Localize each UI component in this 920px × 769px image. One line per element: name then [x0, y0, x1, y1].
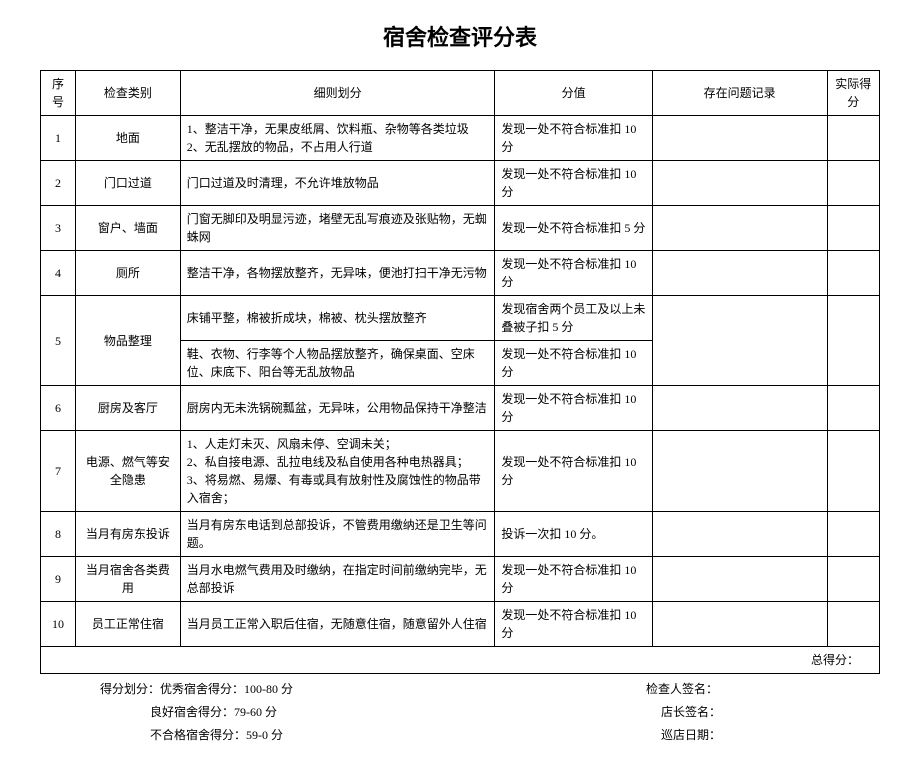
cell-score: 发现一处不符合标准扣 10 分 — [495, 251, 652, 296]
cell-issue — [652, 206, 827, 251]
cell-category: 电源、燃气等安全隐患 — [75, 431, 180, 512]
cell-issue — [652, 557, 827, 602]
cell-actual — [827, 206, 879, 251]
table-header-row: 序号 检查类别 细则划分 分值 存在问题记录 实际得分 — [41, 71, 880, 116]
cell-score: 发现一处不符合标准扣 10 分 — [495, 557, 652, 602]
cell-seq: 6 — [41, 386, 76, 431]
cell-seq: 4 — [41, 251, 76, 296]
cell-actual — [827, 431, 879, 512]
cell-seq: 8 — [41, 512, 76, 557]
cell-score: 发现一处不符合标准扣 10 分 — [495, 341, 652, 386]
table-row: 8当月有房东投诉当月有房东电话到总部投诉，不管费用缴纳还是卫生等问题。投诉一次扣… — [41, 512, 880, 557]
cell-actual — [827, 386, 879, 431]
cell-issue — [652, 602, 827, 647]
table-row: 7电源、燃气等安全隐患1、人走灯未灭、风扇未停、空调未关； 2、私自接电源、乱拉… — [41, 431, 880, 512]
cell-category: 物品整理 — [75, 296, 180, 386]
cell-detail: 门窗无脚印及明显污迹，堵壁无乱写痕迹及张贴物，无蜘蛛网 — [180, 206, 495, 251]
cell-seq: 9 — [41, 557, 76, 602]
cell-seq: 3 — [41, 206, 76, 251]
cell-category: 当月宿舍各类费用 — [75, 557, 180, 602]
cell-score: 发现一处不符合标准扣 10 分 — [495, 116, 652, 161]
cell-score: 发现一处不符合标准扣 10 分 — [495, 431, 652, 512]
cell-issue — [652, 431, 827, 512]
footer: 得分划分：优秀宿舍得分：100-80 分 检查人签名： 良好宿舍得分：79-60… — [40, 680, 880, 743]
header-seq: 序号 — [41, 71, 76, 116]
table-row: 3窗户、墙面门窗无脚印及明显污迹，堵壁无乱写痕迹及张贴物，无蜘蛛网发现一处不符合… — [41, 206, 880, 251]
manager-signature: 店长签名： — [661, 703, 880, 720]
cell-category: 厨房及客厅 — [75, 386, 180, 431]
cell-score: 发现一处不符合标准扣 10 分 — [495, 161, 652, 206]
cell-category: 门口过道 — [75, 161, 180, 206]
cell-actual — [827, 116, 879, 161]
cell-actual — [827, 512, 879, 557]
cell-issue — [652, 296, 827, 386]
cell-category: 窗户、墙面 — [75, 206, 180, 251]
header-score: 分值 — [495, 71, 652, 116]
grading-excellent: 得分划分：优秀宿舍得分：100-80 分 — [40, 680, 646, 697]
cell-score: 发现宿舍两个员工及以上未叠被子扣 5 分 — [495, 296, 652, 341]
header-actual: 实际得分 — [827, 71, 879, 116]
cell-seq: 10 — [41, 602, 76, 647]
evaluation-table: 序号 检查类别 细则划分 分值 存在问题记录 实际得分 1地面1、整洁干净，无果… — [40, 70, 880, 674]
inspector-signature: 检查人签名： — [646, 680, 880, 697]
cell-detail: 1、人走灯未灭、风扇未停、空调未关； 2、私自接电源、乱拉电线及私自使用各种电热… — [180, 431, 495, 512]
grading-good: 良好宿舍得分：79-60 分 — [40, 703, 661, 720]
cell-seq: 2 — [41, 161, 76, 206]
table-row: 1地面1、整洁干净，无果皮纸屑、饮料瓶、杂物等各类垃圾 2、无乱摆放的物品，不占… — [41, 116, 880, 161]
cell-actual — [827, 161, 879, 206]
grading-fail: 不合格宿舍得分：59-0 分 — [40, 726, 661, 743]
cell-detail: 厨房内无未洗锅碗瓢盆，无异味，公用物品保持干净整洁 — [180, 386, 495, 431]
cell-category: 员工正常住宿 — [75, 602, 180, 647]
cell-seq: 7 — [41, 431, 76, 512]
cell-issue — [652, 251, 827, 296]
cell-issue — [652, 161, 827, 206]
cell-score: 发现一处不符合标准扣 10 分 — [495, 602, 652, 647]
cell-score: 发现一处不符合标准扣 10 分 — [495, 386, 652, 431]
table-row: 9当月宿舍各类费用当月水电燃气费用及时缴纳，在指定时间前缴纳完毕，无总部投诉发现… — [41, 557, 880, 602]
cell-detail: 当月水电燃气费用及时缴纳，在指定时间前缴纳完毕，无总部投诉 — [180, 557, 495, 602]
cell-detail: 1、整洁干净，无果皮纸屑、饮料瓶、杂物等各类垃圾 2、无乱摆放的物品，不占用人行… — [180, 116, 495, 161]
cell-detail: 床铺平整，棉被折成块，棉被、枕头摆放整齐 — [180, 296, 495, 341]
table-row: 5物品整理床铺平整，棉被折成块，棉被、枕头摆放整齐发现宿舍两个员工及以上未叠被子… — [41, 296, 880, 341]
cell-category: 地面 — [75, 116, 180, 161]
cell-issue — [652, 116, 827, 161]
cell-category: 当月有房东投诉 — [75, 512, 180, 557]
table-row: 6厨房及客厅厨房内无未洗锅碗瓢盆，无异味，公用物品保持干净整洁发现一处不符合标准… — [41, 386, 880, 431]
cell-issue — [652, 512, 827, 557]
header-category: 检查类别 — [75, 71, 180, 116]
table-row: 2门口过道门口过道及时清理，不允许堆放物品发现一处不符合标准扣 10 分 — [41, 161, 880, 206]
table-row: 4厕所整洁干净，各物摆放整齐，无异味，便池打扫干净无污物发现一处不符合标准扣 1… — [41, 251, 880, 296]
cell-detail: 鞋、衣物、行李等个人物品摆放整齐，确保桌面、空床位、床底下、阳台等无乱放物品 — [180, 341, 495, 386]
cell-score: 发现一处不符合标准扣 5 分 — [495, 206, 652, 251]
cell-detail: 当月员工正常入职后住宿，无随意住宿，随意留外人住宿 — [180, 602, 495, 647]
cell-score: 投诉一次扣 10 分。 — [495, 512, 652, 557]
cell-detail: 门口过道及时清理，不允许堆放物品 — [180, 161, 495, 206]
cell-seq: 1 — [41, 116, 76, 161]
header-issue: 存在问题记录 — [652, 71, 827, 116]
cell-detail: 整洁干净，各物摆放整齐，无异味，便池打扫干净无污物 — [180, 251, 495, 296]
cell-issue — [652, 386, 827, 431]
cell-detail: 当月有房东电话到总部投诉，不管费用缴纳还是卫生等问题。 — [180, 512, 495, 557]
cell-actual — [827, 251, 879, 296]
cell-seq: 5 — [41, 296, 76, 386]
cell-actual — [827, 557, 879, 602]
page-title: 宿舍检查评分表 — [40, 20, 880, 52]
cell-actual — [827, 602, 879, 647]
cell-category: 厕所 — [75, 251, 180, 296]
table-row: 10员工正常住宿当月员工正常入职后住宿，无随意住宿，随意留外人住宿发现一处不符合… — [41, 602, 880, 647]
header-detail: 细则划分 — [180, 71, 495, 116]
inspection-date: 巡店日期： — [661, 726, 880, 743]
cell-actual — [827, 296, 879, 386]
